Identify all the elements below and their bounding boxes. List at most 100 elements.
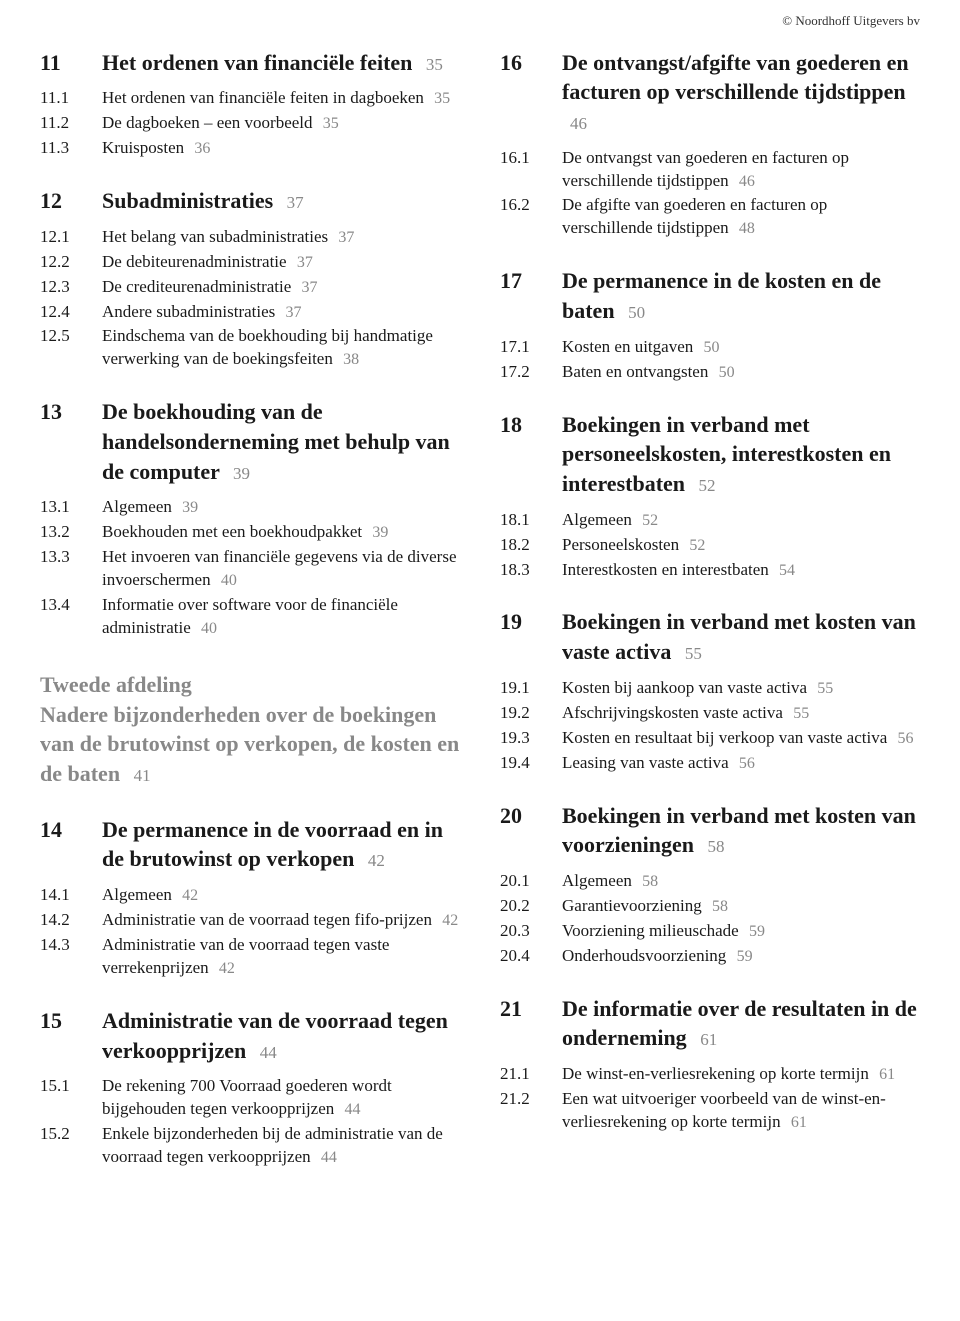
section-number: 20.1: [500, 870, 562, 893]
chapter-number: 12: [40, 186, 102, 216]
section-title: Het ordenen van financiële feiten in dag…: [102, 87, 460, 110]
section-row: 12.2De debiteurenadministratie 37: [40, 251, 460, 274]
chapter-heading: 21De informatie over de resultaten in de…: [500, 994, 920, 1053]
section-number: 12.1: [40, 226, 102, 249]
chapter-heading: 13De boekhouding van de handelsondernemi…: [40, 397, 460, 486]
section-number: 15.1: [40, 1075, 102, 1098]
section-title: Het belang van subadministraties 37: [102, 226, 460, 249]
section-page: 37: [302, 279, 318, 296]
section-number: 13.2: [40, 521, 102, 544]
section-title: Kosten bij aankoop van vaste activa 55: [562, 677, 920, 700]
section-row: 13.4Informatie over software voor de fin…: [40, 594, 460, 640]
chapter-title: Boekingen in verband met kosten van vast…: [562, 607, 920, 666]
section-page: 50: [719, 364, 735, 381]
section-number: 13.3: [40, 546, 102, 569]
section-number: 12.5: [40, 325, 102, 348]
chapter-title: De informatie over de resultaten in de o…: [562, 994, 920, 1053]
section-title: Interestkosten en interestbaten 54: [562, 559, 920, 582]
section-page: 52: [689, 537, 705, 554]
section-page: 42: [219, 960, 235, 977]
section-number: 15.2: [40, 1123, 102, 1146]
section-row: 12.5Eindschema van de boekhouding bij ha…: [40, 325, 460, 371]
section-number: 13.1: [40, 496, 102, 519]
chapter-title: Subadministraties 37: [102, 186, 460, 216]
section-page: 40: [221, 572, 237, 589]
section-row: 21.2Een wat uitvoeriger voorbeeld van de…: [500, 1088, 920, 1134]
chapter-title: De ontvangst/afgifte van goederen en fac…: [562, 48, 920, 137]
section-page: 59: [737, 948, 753, 965]
chapter-heading: 20Boekingen in verband met kosten van vo…: [500, 801, 920, 860]
section-row: 20.1Algemeen 58: [500, 870, 920, 893]
division-page: 41: [134, 766, 151, 785]
chapter-title: Administratie van de voorraad tegen verk…: [102, 1006, 460, 1065]
section-row: 18.1Algemeen 52: [500, 509, 920, 532]
section-number: 12.3: [40, 276, 102, 299]
section-page: 58: [712, 898, 728, 915]
section-title: Algemeen 39: [102, 496, 460, 519]
section-title: Algemeen 42: [102, 884, 460, 907]
chapter-number: 18: [500, 410, 562, 440]
section-title: De dagboeken – een voorbeeld 35: [102, 112, 460, 135]
chapter-heading: 18Boekingen in verband met personeelskos…: [500, 410, 920, 499]
section-title: Garantievoorziening 58: [562, 895, 920, 918]
section-title: Administratie van de voorraad tegen vast…: [102, 934, 460, 980]
section-number: 11.3: [40, 137, 102, 160]
section-page: 50: [704, 339, 720, 356]
section-page: 52: [642, 512, 658, 529]
section-row: 12.1Het belang van subadministraties 37: [40, 226, 460, 249]
chapter-title: Het ordenen van financiële feiten 35: [102, 48, 460, 78]
chapter-number: 16: [500, 48, 562, 78]
section-number: 20.4: [500, 945, 562, 968]
section-page: 37: [286, 304, 302, 321]
section-number: 12.2: [40, 251, 102, 274]
section-title: Algemeen 58: [562, 870, 920, 893]
chapter-heading: 15Administratie van de voorraad tegen ve…: [40, 1006, 460, 1065]
chapter-number: 21: [500, 994, 562, 1024]
section-number: 11.2: [40, 112, 102, 135]
section-row: 12.3De crediteurenadministratie 37: [40, 276, 460, 299]
chapter-page: 55: [685, 644, 702, 663]
section-row: 12.4Andere subadministraties 37: [40, 301, 460, 324]
chapter-page: 50: [628, 303, 645, 322]
section-page: 56: [898, 730, 914, 747]
chapter-page: 42: [368, 851, 385, 870]
section-page: 54: [779, 562, 795, 579]
section-page: 35: [434, 90, 450, 107]
chapter-number: 13: [40, 397, 102, 427]
section-title: De ontvangst van goederen en facturen op…: [562, 147, 920, 193]
section-title: Kruisposten 36: [102, 137, 460, 160]
section-row: 15.1De rekening 700 Voorraad goederen wo…: [40, 1075, 460, 1121]
chapter-title: De permanence in de kosten en de baten 5…: [562, 266, 920, 325]
section-title: De crediteurenadministratie 37: [102, 276, 460, 299]
chapter-page: 35: [426, 55, 443, 74]
section-row: 14.2Administratie van de voorraad tegen …: [40, 909, 460, 932]
chapter-title: Boekingen in verband met personeelskoste…: [562, 410, 920, 499]
section-title: Personeelskosten 52: [562, 534, 920, 557]
chapter-page: 46: [570, 114, 587, 133]
chapter-title: De boekhouding van de handelsonderneming…: [102, 397, 460, 486]
section-row: 19.2Afschrijvingskosten vaste activa 55: [500, 702, 920, 725]
section-title: Eindschema van de boekhouding bij handma…: [102, 325, 460, 371]
section-number: 17.1: [500, 336, 562, 359]
chapter-page: 37: [287, 193, 304, 212]
chapter-number: 15: [40, 1006, 102, 1036]
chapter-title: Boekingen in verband met kosten van voor…: [562, 801, 920, 860]
chapter-number: 17: [500, 266, 562, 296]
toc-column-left: 11Het ordenen van financiële feiten 35 11…: [40, 48, 460, 1172]
chapter-number: 14: [40, 815, 102, 845]
section-title: Algemeen 52: [562, 509, 920, 532]
section-title: De debiteurenadministratie 37: [102, 251, 460, 274]
chapter-heading: 12Subadministraties 37: [40, 186, 460, 216]
chapter-heading: 11Het ordenen van financiële feiten 35: [40, 48, 460, 78]
chapter-page: 58: [708, 837, 725, 856]
division-heading: Tweede afdelingNadere bijzonderheden ove…: [40, 670, 460, 789]
section-number: 18.3: [500, 559, 562, 582]
section-title: Kosten en uitgaven 50: [562, 336, 920, 359]
section-title: De afgifte van goederen en facturen op v…: [562, 194, 920, 240]
section-page: 44: [321, 1149, 337, 1166]
section-page: 44: [345, 1101, 361, 1118]
section-page: 42: [442, 912, 458, 929]
section-title: Enkele bijzonderheden bij de administrat…: [102, 1123, 460, 1169]
section-number: 21.1: [500, 1063, 562, 1086]
section-page: 37: [297, 254, 313, 271]
